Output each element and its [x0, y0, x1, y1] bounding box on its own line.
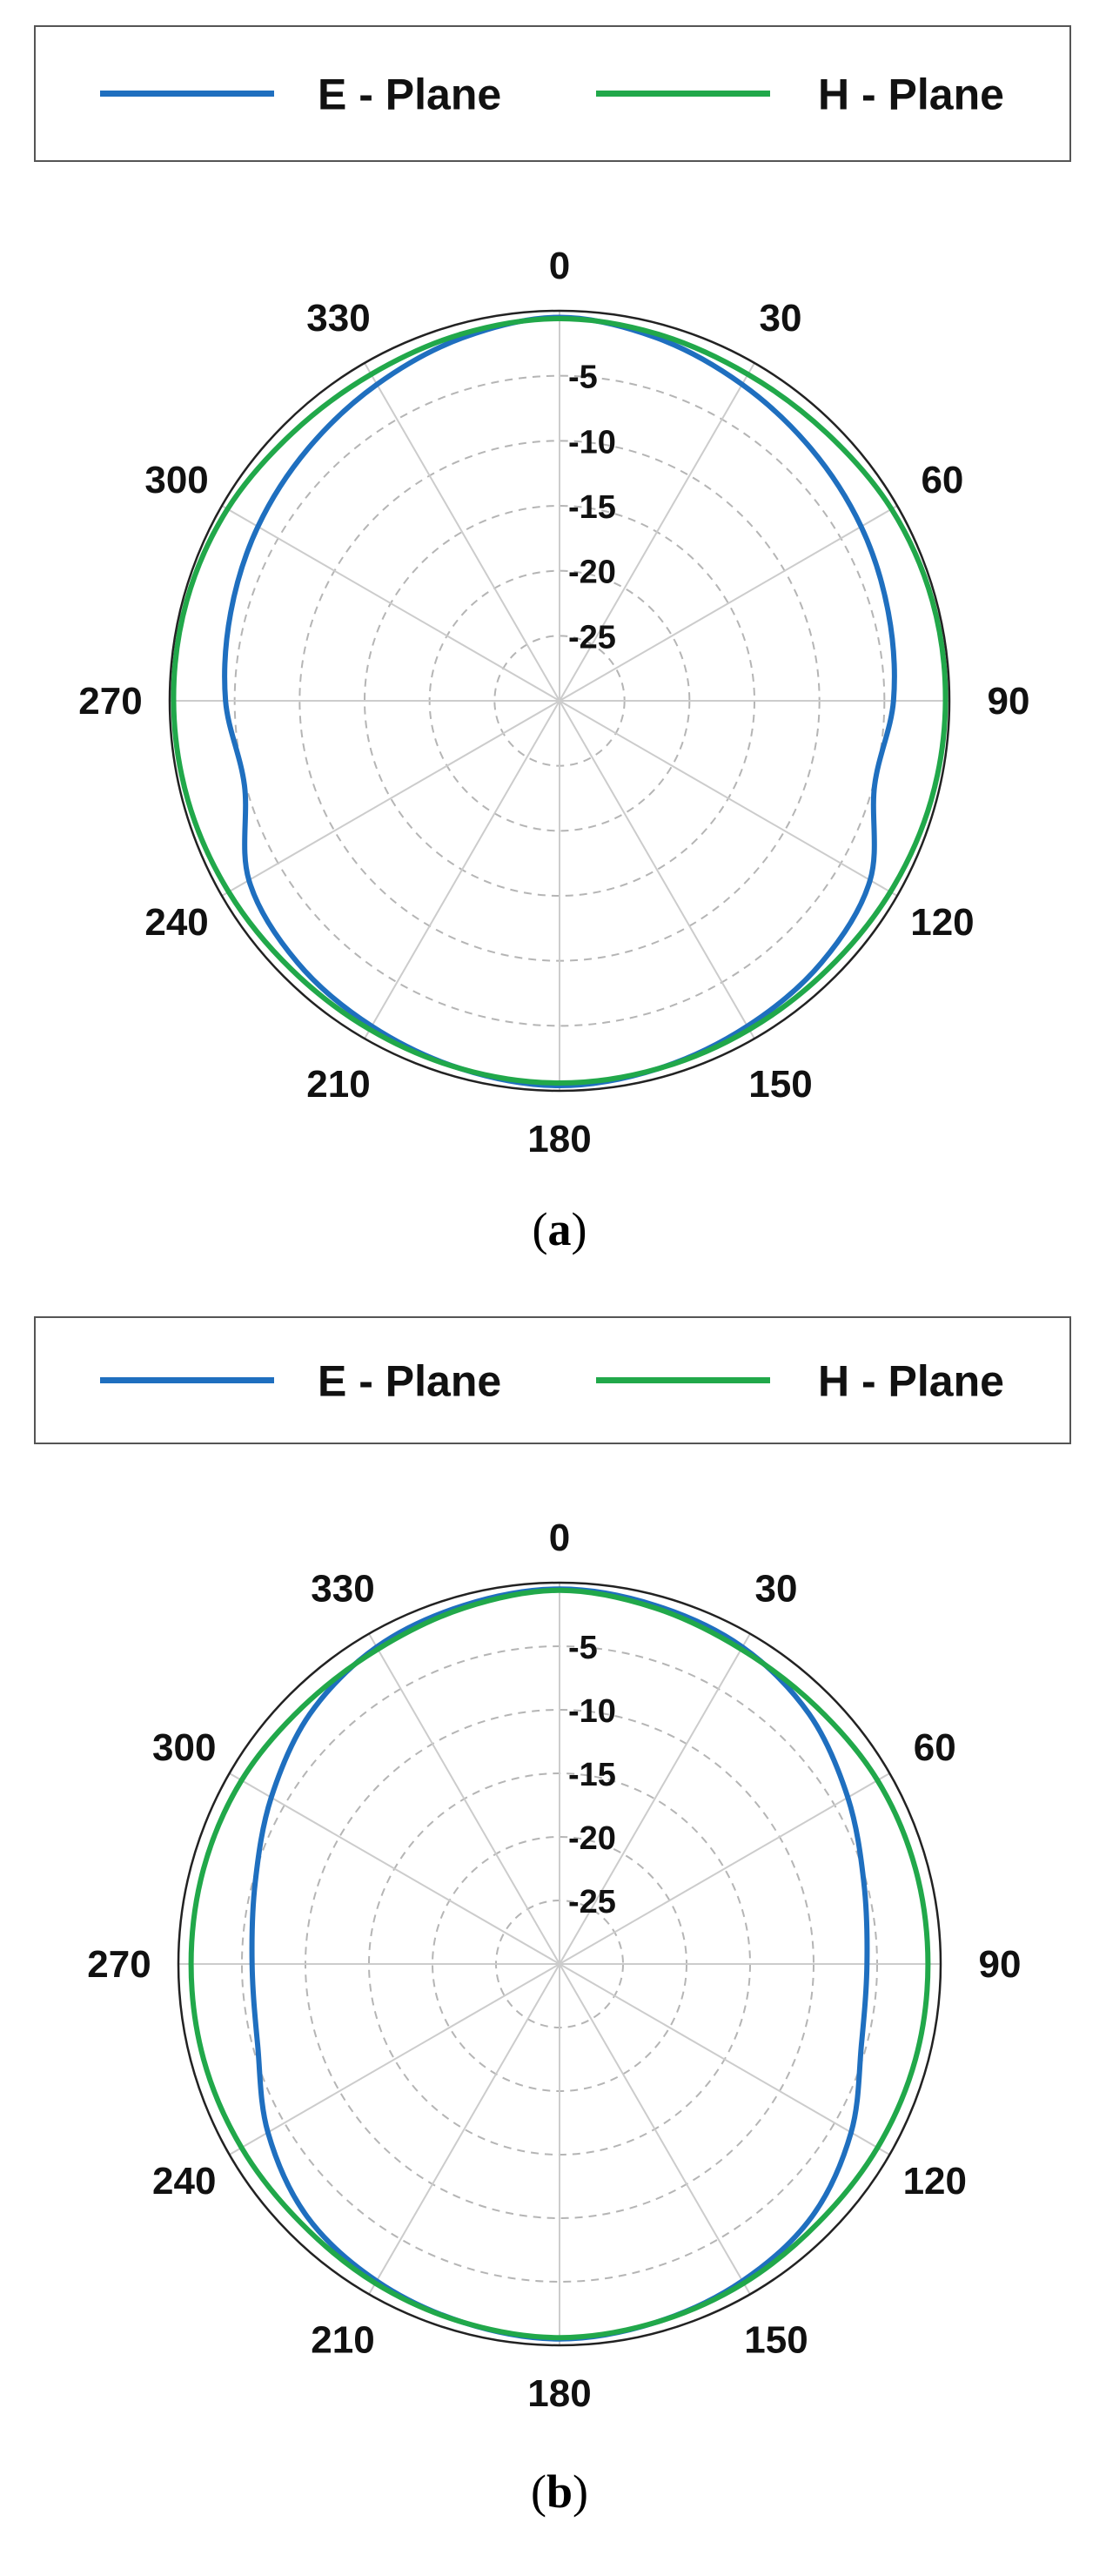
grid-spoke	[559, 700, 898, 897]
panel-caption: (a)	[533, 1203, 587, 1255]
legend-label: H - Plane	[818, 1357, 1004, 1406]
grid-spoke	[559, 505, 898, 702]
angle-tick-label: 60	[914, 1726, 956, 1769]
angle-tick-label: 0	[549, 1517, 570, 1559]
angle-tick-label: 300	[144, 459, 208, 501]
radial-tick-label: -15	[568, 1757, 616, 1793]
angle-tick-label: 330	[306, 297, 370, 340]
angle-tick-label: 240	[152, 2160, 216, 2203]
legend: E - Plane H - Plane	[34, 1316, 1071, 1444]
grid-spoke	[559, 1633, 751, 1965]
radial-tick-label: -25	[568, 619, 616, 656]
grid-spoke	[364, 700, 560, 1039]
angle-tick-label: 210	[306, 1063, 370, 1106]
grid-spoke	[559, 1963, 751, 2295]
angle-tick-label: 180	[527, 1118, 591, 1160]
angle-tick-label: 270	[87, 1943, 151, 1986]
legend-label: H - Plane	[818, 71, 1004, 119]
angle-tick-label: 240	[144, 901, 208, 944]
grid-spoke	[221, 505, 560, 702]
legend-label: E - Plane	[318, 1357, 501, 1406]
grid-spoke	[364, 362, 560, 702]
angle-tick-label: 330	[311, 1568, 374, 1611]
angle-tick-label: 90	[979, 1943, 1022, 1986]
grid-spoke	[221, 700, 560, 897]
radial-tick-label: -15	[568, 489, 616, 526]
angle-tick-label: 30	[760, 297, 802, 340]
angle-tick-label: 210	[311, 2318, 374, 2361]
angle-tick-label: 0	[549, 245, 570, 287]
radial-tick-label: -5	[568, 1630, 598, 1666]
angle-tick-label: 300	[152, 1726, 216, 1769]
radial-tick-label: -20	[568, 1820, 616, 1857]
outer-circle	[168, 309, 951, 1093]
grid-spoke	[559, 1963, 890, 2156]
angle-tick-label: 90	[988, 680, 1030, 723]
grid-spoke	[368, 1633, 560, 1965]
radial-tick-label: -10	[568, 1693, 616, 1730]
grid-spoke	[229, 1772, 560, 1965]
angle-tick-label: 270	[78, 680, 142, 723]
angle-tick-label: 150	[748, 1063, 812, 1106]
angle-tick-label: 150	[744, 2318, 808, 2361]
grid-spoke	[229, 1963, 560, 2156]
legend-label: E - Plane	[318, 71, 501, 119]
outer-circle	[177, 1581, 942, 2347]
grid-spoke	[559, 362, 755, 702]
legend: E - Plane H - Plane	[34, 25, 1071, 162]
polar-chart-b: E - Plane H - Plane -5 -10 -15 -20 -25 0 30 60 90 1…	[34, 1316, 1071, 2518]
grid-spoke	[368, 1963, 560, 2295]
series-line	[171, 316, 948, 1086]
grid-spoke	[559, 700, 755, 1039]
series-line	[188, 1587, 931, 2341]
angle-tick-label: 120	[910, 901, 974, 944]
angle-tick-label: 60	[921, 459, 963, 501]
panel-caption: (b)	[531, 2465, 588, 2518]
radial-tick-label: -20	[568, 555, 616, 591]
grid-spoke	[559, 1772, 890, 1965]
angle-tick-label: 120	[903, 2160, 967, 2203]
angle-tick-label: 180	[527, 2372, 591, 2415]
radial-tick-label: -10	[568, 424, 616, 461]
radial-tick-label: -5	[568, 360, 598, 396]
radial-tick-label: -25	[568, 1884, 616, 1920]
angle-tick-label: 30	[755, 1568, 798, 1611]
polar-chart-a: E - Plane H - Plane -5 -10 -15 -20 -25 0 30 60 90 1…	[34, 25, 1071, 1255]
